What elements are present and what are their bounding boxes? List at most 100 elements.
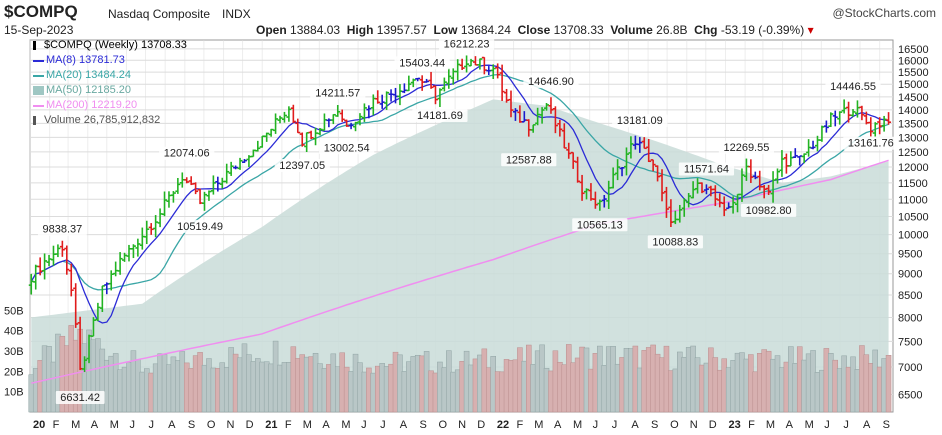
price-bar bbox=[366, 105, 372, 119]
price-bar bbox=[548, 97, 554, 114]
price-annotations: 9838.37 6631.42 12074.06 10519.49 14211.57 12… bbox=[37, 37, 899, 405]
price-bar bbox=[184, 177, 190, 184]
legend-item: $COMPQ (Weekly) 13708.33 bbox=[33, 38, 187, 53]
x-tick-label: D bbox=[709, 419, 717, 431]
annotation-box bbox=[523, 75, 579, 89]
price-bar bbox=[455, 59, 461, 81]
price-bar bbox=[277, 115, 283, 124]
price-bar bbox=[424, 78, 430, 83]
annotation-box bbox=[647, 235, 703, 249]
price-bar bbox=[68, 263, 74, 297]
x-tick-label: J bbox=[824, 419, 830, 431]
x-tick-label: M bbox=[303, 419, 312, 431]
price-bar bbox=[659, 169, 665, 202]
price-bar bbox=[210, 175, 216, 195]
price-bar bbox=[135, 238, 141, 257]
x-tick-label: J bbox=[129, 419, 135, 431]
price-bar bbox=[357, 113, 363, 126]
volume-label: Volume bbox=[610, 23, 653, 37]
price-bar bbox=[64, 245, 70, 275]
annotation-box bbox=[310, 86, 366, 100]
brand-link[interactable]: @StockCharts.com bbox=[832, 6, 936, 20]
price-bar bbox=[82, 356, 88, 373]
price-bar bbox=[721, 196, 727, 217]
annotation-box bbox=[678, 162, 735, 176]
price-bar bbox=[375, 90, 381, 104]
x-tick-label: M bbox=[534, 419, 543, 431]
price-bar bbox=[615, 159, 621, 181]
volume-tick-label: 20B bbox=[4, 366, 24, 378]
price-bar bbox=[175, 177, 181, 194]
x-tick-label: N bbox=[458, 419, 466, 431]
price-bar bbox=[224, 163, 230, 184]
ma8-line bbox=[30, 64, 889, 324]
price-bar bbox=[712, 185, 718, 207]
price-bar bbox=[575, 156, 581, 183]
price-annotation: 14181.69 bbox=[417, 110, 463, 122]
close-value: 13708.33 bbox=[553, 23, 604, 37]
price-bar bbox=[637, 137, 643, 153]
annotation-box bbox=[37, 222, 87, 236]
volume-tick-label: 40B bbox=[4, 326, 24, 338]
price-bar bbox=[544, 103, 550, 111]
x-tick-label: N bbox=[227, 419, 235, 431]
legend-text: MA(200) 12219.20 bbox=[46, 99, 138, 111]
price-annotation: 10565.13 bbox=[577, 219, 623, 231]
y-tick-label: 9500 bbox=[898, 249, 922, 261]
price-bar bbox=[193, 182, 199, 195]
chart-date: 15-Sep-2023 bbox=[4, 23, 74, 37]
price-annotation: 14446.55 bbox=[830, 81, 876, 93]
price-bar bbox=[406, 75, 412, 92]
x-tick-label: N bbox=[690, 419, 698, 431]
annotation-box bbox=[319, 141, 375, 155]
price-annotation: 10519.49 bbox=[177, 221, 223, 233]
price-bar bbox=[872, 122, 878, 137]
volume-tick-label: 30B bbox=[4, 346, 24, 358]
price-bar bbox=[59, 240, 65, 257]
price-bar bbox=[42, 253, 48, 280]
price-bar bbox=[468, 58, 474, 67]
price-bar bbox=[775, 168, 781, 184]
low-value: 13684.24 bbox=[460, 23, 511, 37]
annotation-box bbox=[55, 391, 105, 405]
y-tick-label: 10000 bbox=[898, 230, 929, 242]
x-tick-label: A bbox=[91, 419, 99, 431]
y-tick-label: 15500 bbox=[898, 67, 929, 79]
price-bar bbox=[379, 94, 385, 109]
price-annotation: 15403.44 bbox=[399, 57, 445, 69]
annotation-box bbox=[501, 153, 557, 167]
annotation-box bbox=[825, 80, 881, 94]
x-tick-label: A bbox=[400, 419, 408, 431]
annotation-box bbox=[718, 140, 775, 154]
y-tick-label: 12000 bbox=[898, 162, 929, 174]
price-bar bbox=[477, 58, 483, 70]
x-tick-label: A bbox=[168, 419, 176, 431]
x-tick-label: O bbox=[670, 419, 679, 431]
price-bar bbox=[499, 64, 505, 101]
price-bar bbox=[766, 184, 772, 195]
price-bar bbox=[739, 168, 745, 202]
price-bar bbox=[290, 104, 296, 124]
high-value: 13957.57 bbox=[376, 23, 427, 37]
volume-tick-label: 10B bbox=[4, 387, 24, 399]
price-bar bbox=[295, 118, 301, 134]
x-tick-label: S bbox=[188, 419, 195, 431]
annotation-box bbox=[612, 114, 668, 128]
price-bar bbox=[530, 124, 536, 133]
price-bar bbox=[162, 191, 168, 217]
line-swatch-icon bbox=[33, 59, 44, 62]
change-value: -53.19 (-0.39%) bbox=[720, 23, 805, 37]
price-bar bbox=[281, 111, 287, 123]
legend-text: MA(8) 13781.73 bbox=[46, 54, 125, 66]
legend-text: MA(20) 13484.24 bbox=[46, 69, 131, 81]
y-tick-label: 7000 bbox=[898, 362, 922, 374]
price-bar bbox=[348, 122, 354, 130]
price-bar bbox=[699, 182, 705, 194]
price-bar bbox=[703, 184, 709, 195]
price-annotation: 13181.09 bbox=[617, 115, 663, 127]
legend-text: $COMPQ (Weekly) 13708.33 bbox=[44, 39, 187, 51]
price-annotation: 10982.80 bbox=[746, 205, 792, 217]
price-bar bbox=[464, 55, 470, 73]
price-bar bbox=[384, 91, 390, 110]
